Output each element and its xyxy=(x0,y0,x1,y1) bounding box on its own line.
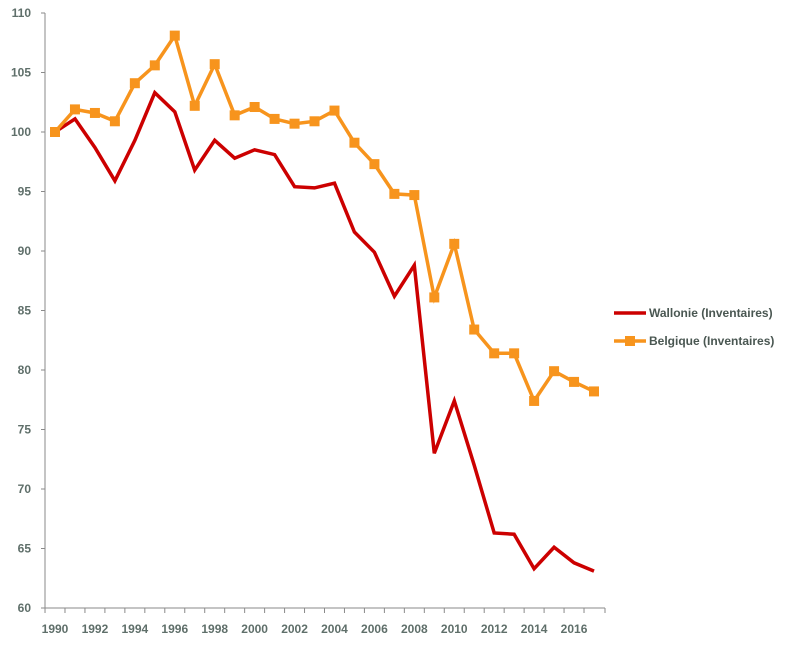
data-point xyxy=(529,395,540,406)
x-tick-label: 1992 xyxy=(82,622,109,636)
data-point xyxy=(469,324,480,335)
data-point xyxy=(349,137,360,148)
data-point xyxy=(329,105,340,116)
legend: Wallonie (Inventaires) Belgique (Inventai… xyxy=(614,306,774,348)
y-tick-label: 95 xyxy=(18,185,32,199)
x-tick-label: 1996 xyxy=(161,622,188,636)
data-point xyxy=(449,238,460,249)
x-tick-label: 1990 xyxy=(42,622,69,636)
y-tick-label: 105 xyxy=(11,66,31,80)
series-wallonie xyxy=(54,89,595,573)
y-tick-label: 110 xyxy=(12,6,32,20)
x-tick-label: 2004 xyxy=(321,622,348,636)
data-point xyxy=(549,366,560,377)
data-point xyxy=(429,292,440,303)
data-point xyxy=(129,78,140,89)
x-tick-label: 2002 xyxy=(281,622,308,636)
data-point xyxy=(289,118,300,129)
x-tick-label: 1998 xyxy=(201,622,228,636)
legend-item: Belgique (Inventaires) xyxy=(614,334,774,348)
data-point xyxy=(309,116,320,127)
x-tick-label: 2012 xyxy=(481,622,508,636)
data-point xyxy=(269,113,280,124)
data-point xyxy=(489,348,500,359)
x-tick-label: 2010 xyxy=(441,622,468,636)
legend-swatch-marker xyxy=(625,336,635,346)
y-tick-label: 75 xyxy=(18,423,32,437)
data-point xyxy=(509,348,520,359)
data-point xyxy=(109,116,120,127)
x-tick-label: 2008 xyxy=(401,622,428,636)
series-layer xyxy=(50,30,599,573)
data-point xyxy=(189,100,200,111)
data-point xyxy=(229,110,240,121)
y-tick-label: 65 xyxy=(18,542,32,556)
data-point xyxy=(209,59,220,70)
y-tick-label: 90 xyxy=(18,244,32,258)
series-belgique xyxy=(50,30,599,406)
y-tick-label: 100 xyxy=(11,125,31,139)
data-point xyxy=(50,127,60,137)
y-tick-label: 70 xyxy=(18,482,32,496)
series-line xyxy=(54,89,595,573)
axes: 60 65 70 75 80 85 90 95 100 105 110 1990 1992 1994 199… xyxy=(11,6,606,636)
data-point xyxy=(389,188,400,199)
series-line xyxy=(53,31,595,405)
data-point xyxy=(149,60,160,71)
x-tick-label: 2000 xyxy=(241,622,268,636)
legend-label: Wallonie (Inventaires) xyxy=(649,306,773,320)
y-tick-label: 60 xyxy=(18,601,32,615)
y-tick-label: 85 xyxy=(18,304,32,318)
x-tick-label: 2014 xyxy=(521,622,548,636)
legend-item: Wallonie (Inventaires) xyxy=(614,306,773,320)
x-tick-label: 2006 xyxy=(361,622,388,636)
data-point xyxy=(369,159,380,170)
data-point xyxy=(569,376,580,387)
data-point xyxy=(409,190,420,201)
data-point xyxy=(249,102,260,113)
data-point xyxy=(89,107,100,118)
data-point xyxy=(69,104,80,115)
data-point xyxy=(169,30,180,41)
x-tick-label: 1994 xyxy=(122,622,149,636)
data-point xyxy=(589,386,599,397)
legend-label: Belgique (Inventaires) xyxy=(649,334,774,348)
y-tick-label: 80 xyxy=(18,363,32,377)
x-tick-label: 2016 xyxy=(561,622,588,636)
